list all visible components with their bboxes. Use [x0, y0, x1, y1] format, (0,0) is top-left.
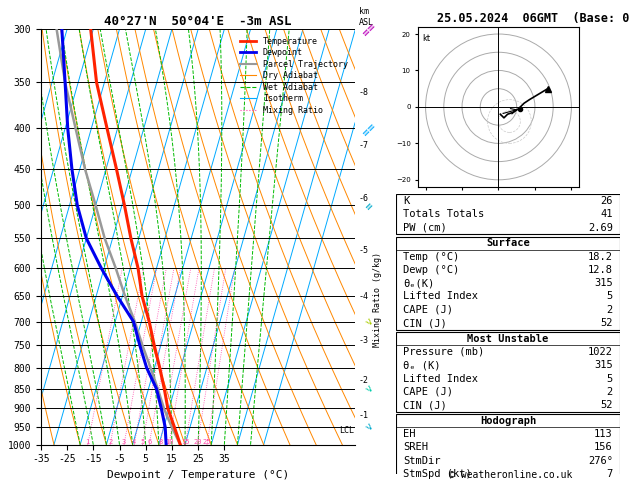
Text: CAPE (J): CAPE (J) — [403, 387, 453, 397]
Text: 20: 20 — [193, 439, 202, 445]
Text: 26: 26 — [600, 196, 613, 206]
Legend: Temperature, Dewpoint, Parcel Trajectory, Dry Adiabat, Wet Adiabat, Isotherm, Mi: Temperature, Dewpoint, Parcel Trajectory… — [237, 34, 351, 118]
Text: 2: 2 — [108, 439, 112, 445]
Text: 2.69: 2.69 — [588, 223, 613, 233]
Text: Totals Totals: Totals Totals — [403, 209, 484, 219]
Text: 2: 2 — [606, 305, 613, 315]
Text: StmSpd (kt): StmSpd (kt) — [403, 469, 472, 479]
X-axis label: Dewpoint / Temperature (°C): Dewpoint / Temperature (°C) — [107, 470, 289, 480]
Bar — [396, 237, 620, 330]
Text: -7: -7 — [359, 141, 369, 150]
Text: -2: -2 — [359, 376, 369, 385]
Text: 5: 5 — [606, 292, 613, 301]
Text: CIN (J): CIN (J) — [403, 400, 447, 410]
Text: ≡: ≡ — [363, 199, 376, 212]
Text: -1: -1 — [359, 412, 369, 420]
Text: 25: 25 — [203, 439, 211, 445]
Text: 52: 52 — [600, 400, 613, 410]
Bar — [396, 194, 620, 234]
Text: Hodograph: Hodograph — [480, 416, 536, 426]
Text: StmDir: StmDir — [403, 455, 440, 466]
Text: 7: 7 — [606, 469, 613, 479]
Bar — [396, 414, 620, 481]
Text: 12.8: 12.8 — [588, 265, 613, 275]
Text: 18.2: 18.2 — [588, 252, 613, 261]
Text: -8: -8 — [359, 87, 369, 97]
Text: 2: 2 — [606, 387, 613, 397]
Text: 8: 8 — [158, 439, 162, 445]
Text: 3: 3 — [122, 439, 126, 445]
Text: θₑ (K): θₑ (K) — [403, 360, 440, 370]
Text: 315: 315 — [594, 278, 613, 288]
Text: Most Unstable: Most Unstable — [467, 333, 548, 344]
Text: 315: 315 — [594, 360, 613, 370]
Text: 25.05.2024  06GMT  (Base: 00): 25.05.2024 06GMT (Base: 00) — [437, 12, 629, 25]
Text: kt: kt — [422, 34, 430, 43]
Text: EH: EH — [403, 429, 416, 439]
Text: v: v — [364, 383, 375, 394]
Text: © weatheronline.co.uk: © weatheronline.co.uk — [449, 470, 572, 480]
Text: km
ASL: km ASL — [359, 7, 374, 27]
Text: ≡≡: ≡≡ — [360, 119, 379, 138]
Text: 1022: 1022 — [588, 347, 613, 357]
Text: 1: 1 — [86, 439, 90, 445]
Text: 113: 113 — [594, 429, 613, 439]
Text: Surface: Surface — [486, 238, 530, 248]
Text: v: v — [364, 316, 375, 327]
Text: Lifted Index: Lifted Index — [403, 374, 478, 383]
Text: v: v — [364, 421, 375, 433]
Text: 5: 5 — [606, 374, 613, 383]
Text: CIN (J): CIN (J) — [403, 318, 447, 328]
Bar — [396, 332, 620, 412]
Text: 52: 52 — [600, 318, 613, 328]
Text: 41: 41 — [600, 209, 613, 219]
Text: 6: 6 — [147, 439, 152, 445]
Text: Pressure (mb): Pressure (mb) — [403, 347, 484, 357]
Text: 15: 15 — [181, 439, 189, 445]
Text: 156: 156 — [594, 442, 613, 452]
Y-axis label: hPa: hPa — [0, 227, 2, 247]
Text: -6: -6 — [359, 194, 369, 203]
Text: PW (cm): PW (cm) — [403, 223, 447, 233]
Text: -4: -4 — [359, 292, 369, 300]
Text: Temp (°C): Temp (°C) — [403, 252, 459, 261]
Text: SREH: SREH — [403, 442, 428, 452]
Text: CAPE (J): CAPE (J) — [403, 305, 453, 315]
Text: Mixing Ratio (g/kg): Mixing Ratio (g/kg) — [373, 252, 382, 347]
Text: Lifted Index: Lifted Index — [403, 292, 478, 301]
Text: ≡≡: ≡≡ — [360, 20, 379, 38]
Text: 10: 10 — [165, 439, 173, 445]
Title: 40°27'N  50°04'E  -3m ASL: 40°27'N 50°04'E -3m ASL — [104, 15, 292, 28]
Text: 5: 5 — [140, 439, 145, 445]
Text: θₑ(K): θₑ(K) — [403, 278, 434, 288]
Text: -5: -5 — [359, 246, 369, 255]
Text: Dewp (°C): Dewp (°C) — [403, 265, 459, 275]
Text: K: K — [403, 196, 409, 206]
Text: 276°: 276° — [588, 455, 613, 466]
Text: 4: 4 — [132, 439, 136, 445]
Text: -3: -3 — [359, 336, 369, 345]
Text: LCL: LCL — [339, 426, 354, 435]
